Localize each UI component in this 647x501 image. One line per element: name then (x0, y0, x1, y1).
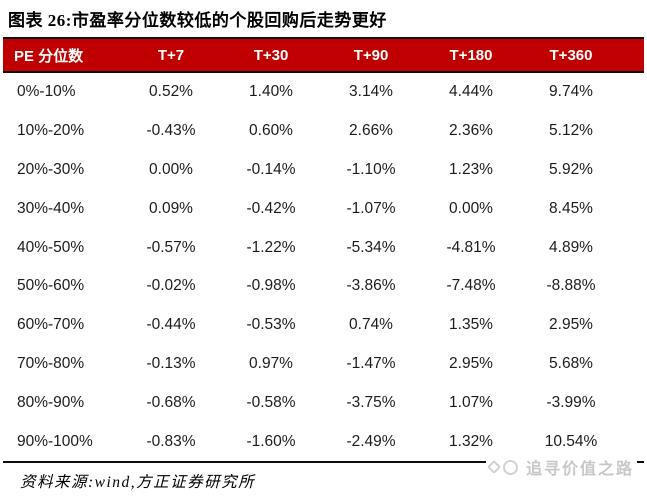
return-value-cell: -0.98% (246, 277, 296, 295)
return-value-cell: -1.07% (346, 199, 396, 217)
return-value-cell: -7.48% (446, 277, 496, 295)
col-header-period: T+180 (421, 37, 521, 73)
source-note: 资料来源:wind,方正证券研究所 (20, 474, 256, 491)
return-value-cell: -3.75% (346, 393, 396, 411)
return-value-cell: -4.81% (446, 238, 496, 256)
return-value-cell: 4.89% (549, 238, 593, 256)
row-label-cell: 0%-10% (17, 83, 76, 101)
return-value-cell: 0.09% (149, 199, 193, 217)
table-row: 0%-10% 0.52% 1.40% 3.14% 4.44% 9.74% (3, 72, 644, 112)
table-row: 10%-20% -0.43% 0.60% 2.66% 2.36% 5.12% (3, 112, 644, 151)
return-value-cell: -0.44% (146, 316, 196, 334)
return-value-cell: 5.68% (549, 354, 593, 372)
table-row: 80%-90% -0.68% -0.58% -3.75% 1.07% -3.99% (3, 383, 644, 422)
return-value-cell: 2.95% (549, 316, 593, 334)
table-row: 70%-80% -0.13% 0.97% -1.47% 2.95% 5.68% (3, 345, 644, 384)
row-label-cell: 70%-80% (17, 354, 85, 372)
return-value-cell: -0.57% (146, 238, 196, 256)
col-header-period: T+7 (121, 37, 221, 73)
return-value-cell: -3.86% (346, 277, 396, 295)
return-value-cell: 1.32% (449, 432, 493, 450)
row-label-cell: 30%-40% (17, 199, 85, 217)
return-value-cell: -0.83% (146, 432, 196, 450)
table-row: 40%-50% -0.57% -1.22% -5.34% -4.81% 4.89% (3, 228, 644, 267)
return-value-cell: 1.07% (449, 393, 493, 411)
return-value-cell: 2.66% (349, 122, 393, 140)
return-value-cell: -0.68% (146, 393, 196, 411)
row-label-cell: 20%-30% (17, 160, 85, 178)
return-value-cell: 3.14% (349, 83, 393, 101)
return-value-cell: 0.74% (349, 316, 393, 334)
return-value-cell: 8.45% (549, 199, 593, 217)
return-value-cell: 2.95% (449, 354, 493, 372)
return-value-cell: 0.52% (149, 83, 193, 101)
return-value-cell: -5.34% (346, 238, 396, 256)
return-value-cell: 1.23% (449, 160, 493, 178)
return-value-cell: -0.13% (146, 354, 196, 372)
row-label-cell: 90%-100% (17, 432, 93, 450)
col-header-period: T+30 (221, 37, 321, 73)
return-value-cell: -0.43% (146, 122, 196, 140)
return-value-cell: -8.88% (546, 277, 596, 295)
return-value-cell: 4.44% (449, 83, 493, 101)
figure-title: 图表 26:市盈率分位数较低的个股回购后走势更好 (8, 11, 387, 30)
return-value-cell: -2.49% (346, 432, 396, 450)
return-value-cell: -0.42% (246, 199, 296, 217)
return-value-cell: 0.60% (249, 122, 293, 140)
row-label-cell: 10%-20% (17, 122, 85, 140)
watermark-logo: 追寻价值之路 (485, 453, 637, 481)
table-body: 0%-10% 0.52% 1.40% 3.14% 4.44% 9.74% 10%-20% -0… (3, 72, 644, 462)
row-label-cell: 40%-50% (17, 238, 85, 256)
row-label-cell: 80%-90% (17, 393, 85, 411)
table-row: 20%-30% 0.00% -0.14% -1.10% 1.23% 5.92% (3, 151, 644, 190)
return-value-cell: -0.58% (246, 393, 296, 411)
watermark-diamond-icon (486, 459, 502, 475)
return-value-cell: -0.14% (246, 160, 296, 178)
return-value-cell: 0.97% (249, 354, 293, 372)
return-value-cell: 10.54% (544, 432, 598, 450)
pe-percentile-return-table: PE 分位数 T+7 T+30 T+90 T+180 T+360 0%-10% 0.52% 1… (3, 37, 644, 463)
return-value-cell: 1.40% (249, 83, 293, 101)
return-value-cell: 0.00% (149, 160, 193, 178)
return-value-cell: -3.99% (546, 393, 596, 411)
return-value-cell: 1.35% (449, 316, 493, 334)
return-value-cell: -1.22% (246, 238, 296, 256)
table-row: 50%-60% -0.02% -0.98% -3.86% -7.48% -8.88% (3, 267, 644, 306)
col-header-period: T+90 (321, 37, 421, 73)
return-value-cell: -1.10% (346, 160, 396, 178)
return-value-cell: 9.74% (549, 83, 593, 101)
return-value-cell: 5.12% (549, 122, 593, 140)
return-value-cell: -1.47% (346, 354, 396, 372)
return-value-cell: 0.00% (449, 199, 493, 217)
col-header-period: T+360 (521, 37, 644, 73)
watermark-text: 追寻价值之路 (525, 461, 634, 478)
table-header-row: PE 分位数 T+7 T+30 T+90 T+180 T+360 (3, 37, 644, 73)
return-value-cell: 2.36% (449, 122, 493, 140)
return-value-cell: -0.02% (146, 277, 196, 295)
watermark-circle-icon (502, 459, 518, 475)
return-value-cell: -0.53% (246, 316, 296, 334)
col-header-pe-percentile: PE 分位数 (3, 37, 121, 73)
table-row: 90%-100% -0.83% -1.60% -2.49% 1.32% 10.54% (3, 422, 644, 462)
return-value-cell: 5.92% (549, 160, 593, 178)
return-value-cell: -1.60% (246, 432, 296, 450)
table-row: 30%-40% 0.09% -0.42% -1.07% 0.00% 8.45% (3, 189, 644, 228)
row-label-cell: 60%-70% (17, 316, 85, 334)
row-label-cell: 50%-60% (17, 277, 85, 295)
table-row: 60%-70% -0.44% -0.53% 0.74% 1.35% 2.95% (3, 306, 644, 345)
